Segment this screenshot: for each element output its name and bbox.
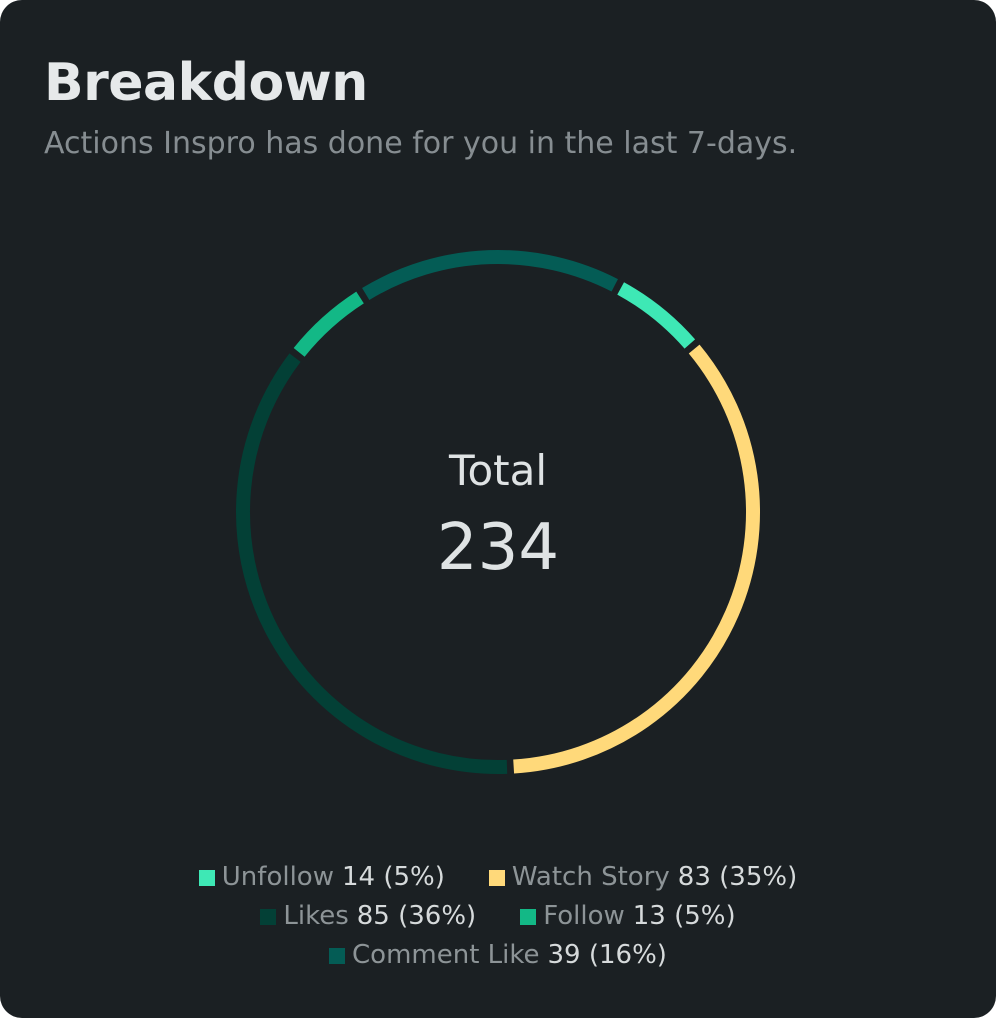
legend-row: Likes 85 (36%) Follow 13 (5%) xyxy=(0,897,996,936)
legend-value: 85 (36%) xyxy=(356,901,477,931)
legend-label: Comment Like xyxy=(352,940,540,970)
legend-row: Comment Like 39 (16%) xyxy=(0,936,996,975)
legend-item-watch-story[interactable]: Watch Story 83 (35%) xyxy=(488,858,798,897)
legend-swatch-follow xyxy=(520,908,537,925)
legend-label: Watch Story xyxy=(511,862,670,892)
legend-value: 14 (5%) xyxy=(341,862,445,892)
donut-chart: Total 234 xyxy=(236,250,760,774)
legend-swatch-watch-story xyxy=(488,869,505,886)
donut-segment-follow[interactable] xyxy=(293,291,364,357)
legend-label: Follow xyxy=(543,901,625,931)
chart-legend: Unfollow 14 (5%) Watch Story 83 (35%) Li… xyxy=(0,858,996,975)
legend-item-comment-like[interactable]: Comment Like 39 (16%) xyxy=(329,936,667,975)
legend-value: 83 (35%) xyxy=(677,862,798,892)
donut-segment-likes[interactable] xyxy=(236,353,508,774)
donut-segment-comment-like[interactable] xyxy=(362,250,618,300)
legend-item-unfollow[interactable]: Unfollow 14 (5%) xyxy=(198,858,445,897)
donut-segment-unfollow[interactable] xyxy=(617,282,696,349)
legend-swatch-unfollow xyxy=(198,869,215,886)
donut-segments xyxy=(236,250,760,774)
donut-segment-watch-story[interactable] xyxy=(513,344,760,774)
legend-label: Likes xyxy=(283,901,349,931)
center-label: Total xyxy=(448,446,547,495)
legend-value: 39 (16%) xyxy=(547,940,667,970)
legend-swatch-likes xyxy=(260,908,277,925)
legend-swatch-comment-like xyxy=(329,947,346,964)
legend-value: 13 (5%) xyxy=(632,901,736,931)
legend-row: Unfollow 14 (5%) Watch Story 83 (35%) xyxy=(0,858,996,897)
legend-item-likes[interactable]: Likes 85 (36%) xyxy=(260,897,476,936)
card-subtitle: Actions Inspro has done for you in the l… xyxy=(44,126,798,161)
legend-label: Unfollow xyxy=(221,862,334,892)
legend-item-follow[interactable]: Follow 13 (5%) xyxy=(520,897,736,936)
center-total-value: 234 xyxy=(437,511,559,585)
card-title: Breakdown xyxy=(44,53,368,113)
